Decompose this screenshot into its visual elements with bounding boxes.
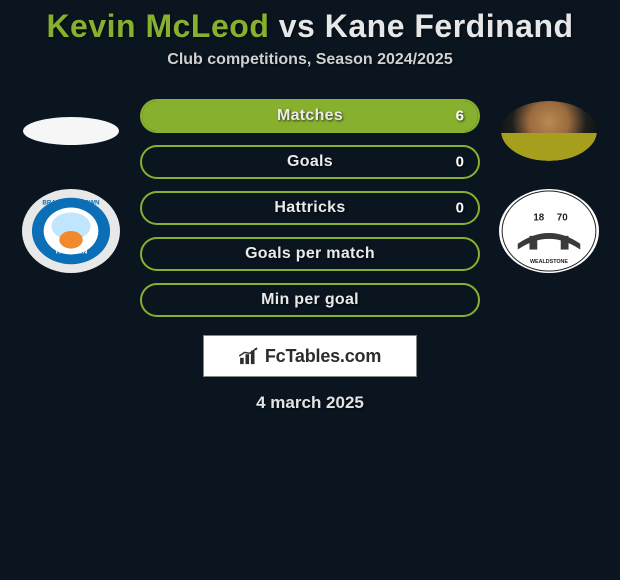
date-label: 4 march 2025 — [256, 393, 364, 413]
stat-label: Hattricks — [142, 199, 478, 217]
right-side-column: 18 70 WEALDSTONE — [494, 95, 604, 273]
stat-bar: 0Hattricks — [140, 191, 480, 225]
stat-label: Matches — [142, 107, 478, 125]
stat-bar: 0Goals — [140, 145, 480, 179]
player-photo-icon — [501, 101, 597, 161]
page-title: Kevin McLeod vs Kane Ferdinand — [46, 8, 573, 45]
stat-label: Goals — [142, 153, 478, 171]
barchart-icon — [239, 347, 261, 365]
comparison-widget: Kevin McLeod vs Kane Ferdinand Club comp… — [0, 0, 620, 413]
main-row: THE IRON BRAINTREE TOWN 6Matches 0Goals 0H… — [0, 95, 620, 317]
brand-watermark[interactable]: FcTables.com — [203, 335, 417, 377]
player1-avatar — [23, 101, 119, 161]
title-player2: Kane Ferdinand — [325, 8, 574, 44]
stat-bar: Min per goal — [140, 283, 480, 317]
svg-text:BRAINTREE TOWN: BRAINTREE TOWN — [42, 200, 100, 207]
svg-text:WEALDSTONE: WEALDSTONE — [530, 259, 568, 265]
player2-club-badge: 18 70 WEALDSTONE — [499, 189, 599, 273]
stat-bar: Goals per match — [140, 237, 480, 271]
left-side-column: THE IRON BRAINTREE TOWN — [16, 95, 126, 273]
stat-bar: 6Matches — [140, 99, 480, 133]
stat-label: Goals per match — [142, 245, 478, 263]
svg-text:70: 70 — [557, 212, 568, 223]
svg-text:18: 18 — [533, 212, 544, 223]
player1-club-badge: THE IRON BRAINTREE TOWN — [22, 189, 120, 273]
title-vs: vs — [279, 8, 316, 44]
svg-text:THE IRON: THE IRON — [55, 248, 88, 255]
stat-label: Min per goal — [142, 291, 478, 309]
brand-text: FcTables.com — [265, 346, 381, 367]
subtitle: Club competitions, Season 2024/2025 — [167, 51, 452, 69]
player2-avatar — [501, 101, 597, 161]
title-player1: Kevin McLeod — [46, 8, 269, 44]
placeholder-avatar-icon — [23, 117, 119, 145]
stats-column: 6Matches 0Goals 0Hattricks Goals per match M… — [140, 95, 480, 317]
